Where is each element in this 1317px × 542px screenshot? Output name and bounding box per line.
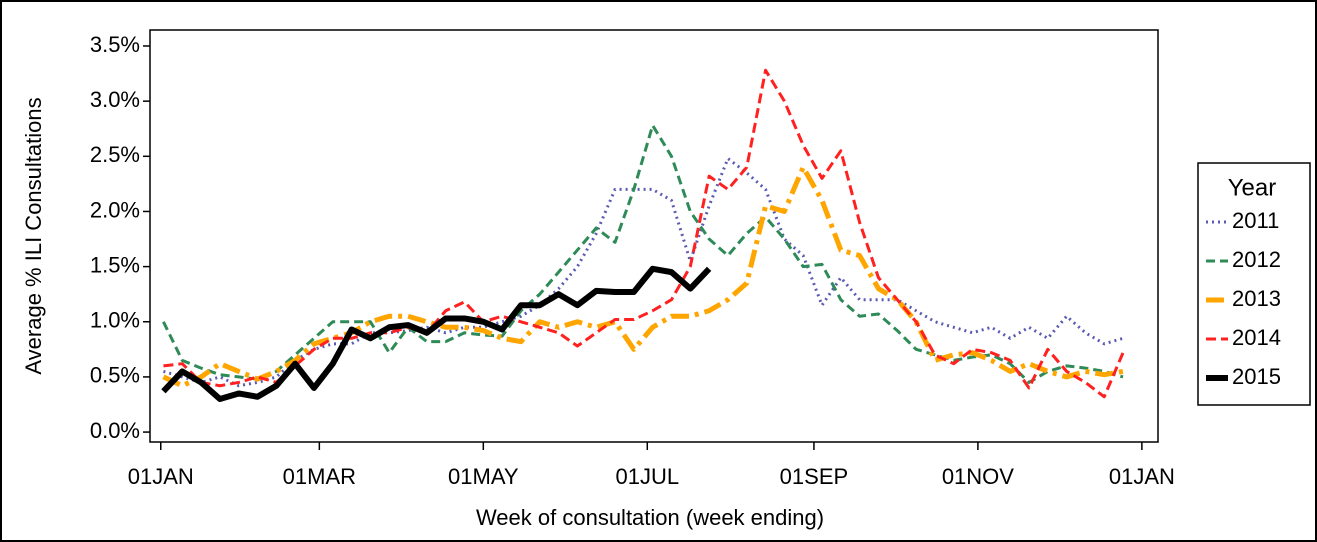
- y-tick-label: 0.5%: [90, 363, 140, 388]
- series-line: [163, 68, 1125, 399]
- legend-label: 2011: [1232, 208, 1279, 233]
- series-line: [161, 265, 712, 402]
- y-tick-label: 0.0%: [90, 418, 140, 443]
- x-tick-label: 01JAN: [1109, 464, 1175, 489]
- series-line: [162, 164, 1124, 389]
- legend-label: 2014: [1232, 325, 1281, 350]
- y-tick-label: 1.5%: [90, 252, 140, 277]
- y-tick-label: 1.0%: [90, 308, 140, 333]
- y-tick-label: 2.5%: [90, 142, 140, 167]
- y-axis-label: Average % ILI Consultations: [21, 97, 46, 374]
- legend-label: 2013: [1232, 286, 1281, 311]
- legend: [1197, 162, 1311, 406]
- x-axis-label: Week of consultation (week ending): [476, 505, 824, 530]
- x-tick-label: 01JUL: [615, 464, 679, 489]
- x-tick-label: 01JAN: [128, 464, 194, 489]
- y-tick-label: 2.0%: [90, 197, 140, 222]
- legend-label: 2015: [1232, 364, 1281, 389]
- series-line: [163, 157, 1124, 388]
- x-tick-label: 01MAR: [283, 464, 356, 489]
- plot-area: [149, 29, 1159, 443]
- legend-title: Year: [1228, 174, 1277, 201]
- y-tick-label: 3.0%: [90, 87, 140, 112]
- y-tick-label: 3.5%: [90, 32, 140, 57]
- x-tick-label: 01MAY: [448, 464, 519, 489]
- x-tick-label: 01SEP: [780, 464, 849, 489]
- series-line: [162, 123, 1124, 384]
- x-tick-label: 01NOV: [942, 464, 1014, 489]
- legend-label: 2012: [1232, 247, 1281, 272]
